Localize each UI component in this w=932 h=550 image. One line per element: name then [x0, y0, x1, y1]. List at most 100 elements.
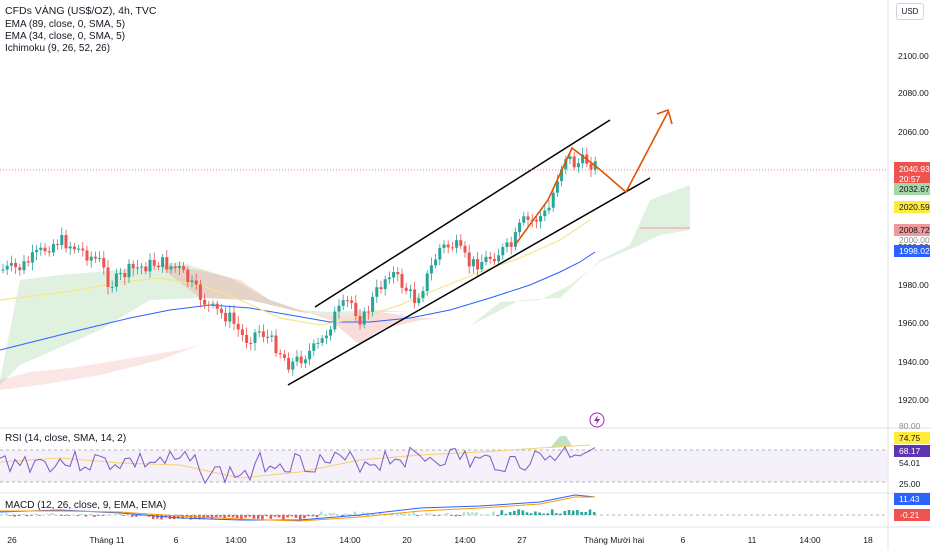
macd-histogram-bar	[160, 515, 163, 520]
macd-histogram-bar	[584, 511, 588, 515]
time-label: Tháng 11	[89, 535, 125, 545]
macd-histogram-bar	[46, 513, 50, 515]
macd-histogram-bar	[76, 515, 79, 516]
macd-histogram-bar	[109, 514, 113, 516]
time-axis[interactable]: 26 Tháng 11 6 14:00 13 14:00 20 14:00 27…	[7, 535, 873, 545]
indicator-ema-89[interactable]: EMA (89, close, 0, SMA, 5)	[5, 19, 126, 30]
time-label: 11	[748, 535, 757, 545]
macd-axis: 11.43 -0.21	[894, 493, 930, 521]
macd-histogram-bar	[30, 515, 33, 516]
macd-histogram-bar	[34, 513, 37, 515]
macd-histogram-bar	[240, 515, 243, 520]
time-label: 26	[7, 535, 17, 545]
rsi-pane	[0, 436, 888, 485]
macd-histogram-bar	[80, 513, 84, 515]
candle-body	[526, 216, 530, 220]
macd-histogram-bar	[9, 515, 12, 516]
candle-body	[488, 256, 492, 260]
macd-histogram-bar	[298, 515, 302, 520]
candle-body	[182, 265, 186, 270]
candle-body	[358, 316, 362, 325]
macd-blue-tag: 11.43	[899, 494, 920, 504]
candle-body	[387, 277, 391, 280]
time-label: 14:00	[799, 535, 821, 545]
red-price-tag: 2008.72	[899, 225, 930, 235]
candle-body	[576, 163, 580, 168]
symbol-title[interactable]: CFDs VÀNG (US$/OZ), 4h, TVC	[5, 5, 157, 17]
macd-histogram-bar	[517, 509, 520, 515]
macd-histogram-bar	[181, 515, 184, 519]
candle-body	[429, 265, 433, 274]
candle-body	[295, 356, 299, 362]
candle-body	[207, 304, 211, 306]
candle-body	[152, 259, 156, 266]
macd-histogram-bar	[286, 515, 289, 518]
candle-body	[5, 265, 9, 270]
candle-body	[51, 243, 55, 253]
macd-histogram-bar	[21, 513, 25, 515]
currency-button[interactable]: USD	[896, 3, 924, 20]
macd-histogram-bar	[38, 515, 42, 516]
candle-body	[245, 335, 249, 343]
candle-body	[476, 259, 480, 270]
candle-body	[43, 247, 47, 252]
candle-body	[350, 300, 354, 303]
candle-body	[198, 284, 202, 300]
rsi-axis: 80.00 74.75 68.17 54.01 25.00	[894, 421, 930, 489]
macd-histogram-bar	[307, 515, 310, 517]
candle-body	[119, 273, 123, 275]
candle-body	[522, 216, 526, 223]
candle-body	[303, 359, 307, 364]
candle-body	[224, 312, 228, 322]
candle-body	[396, 272, 400, 275]
candle-body	[266, 336, 270, 338]
candle-body	[345, 300, 349, 302]
macd-histogram-bar	[492, 511, 495, 515]
candle-body	[505, 242, 509, 248]
macd-histogram-bar	[206, 515, 210, 518]
macd-histogram-bar	[51, 513, 54, 515]
candle-body	[434, 259, 438, 266]
candle-body	[240, 329, 244, 336]
candle-body	[39, 247, 43, 250]
macd-histogram-bar	[261, 515, 264, 520]
candle-body	[392, 272, 396, 278]
candle-body	[85, 250, 89, 261]
macd-legend[interactable]: MACD (12, 26, close, 9, EMA, EMA)	[5, 500, 167, 511]
macd-histogram-bar	[248, 515, 252, 517]
macd-histogram-bar	[294, 515, 298, 518]
candle-body	[232, 312, 236, 324]
macd-histogram-bar	[101, 515, 105, 516]
candle-body	[354, 302, 358, 317]
macd-histogram-bar	[580, 512, 583, 515]
candle-body	[492, 259, 496, 262]
macd-histogram-bar	[546, 513, 550, 515]
time-label: 20	[402, 535, 412, 545]
indicator-ema-34[interactable]: EMA (34, close, 0, SMA, 5)	[5, 31, 126, 42]
price-tick: 1940.00	[898, 357, 929, 367]
macd-histogram-bar	[231, 515, 235, 518]
macd-histogram-bar	[114, 514, 117, 516]
price-tick: 1960.00	[898, 318, 929, 328]
lightning-icon[interactable]	[589, 412, 605, 428]
macd-histogram-bar	[72, 514, 75, 516]
candle-body	[539, 216, 543, 222]
macd-histogram-bar	[559, 513, 562, 515]
indicator-ichimoku[interactable]: Ichimoku (9, 26, 52, 26)	[5, 43, 111, 54]
macd-histogram-bar	[55, 514, 58, 516]
rsi-tick-mid: 54.01	[899, 458, 921, 468]
candle-body	[278, 353, 282, 355]
candle-body	[60, 235, 64, 246]
macd-histogram-bar	[395, 514, 399, 516]
macd-histogram-bar	[235, 515, 239, 519]
rsi-legend[interactable]: RSI (14, close, SMA, 14, 2)	[5, 433, 127, 444]
rsi-yellow-tag: 74.75	[899, 433, 921, 443]
macd-histogram-bar	[563, 511, 567, 515]
macd-histogram-bar	[282, 515, 285, 520]
macd-pane	[0, 494, 888, 522]
candle-body	[333, 311, 337, 330]
macd-histogram-bar	[164, 515, 168, 518]
macd-histogram-bar	[403, 513, 407, 515]
rsi-tick-top: 80.00	[899, 421, 921, 431]
